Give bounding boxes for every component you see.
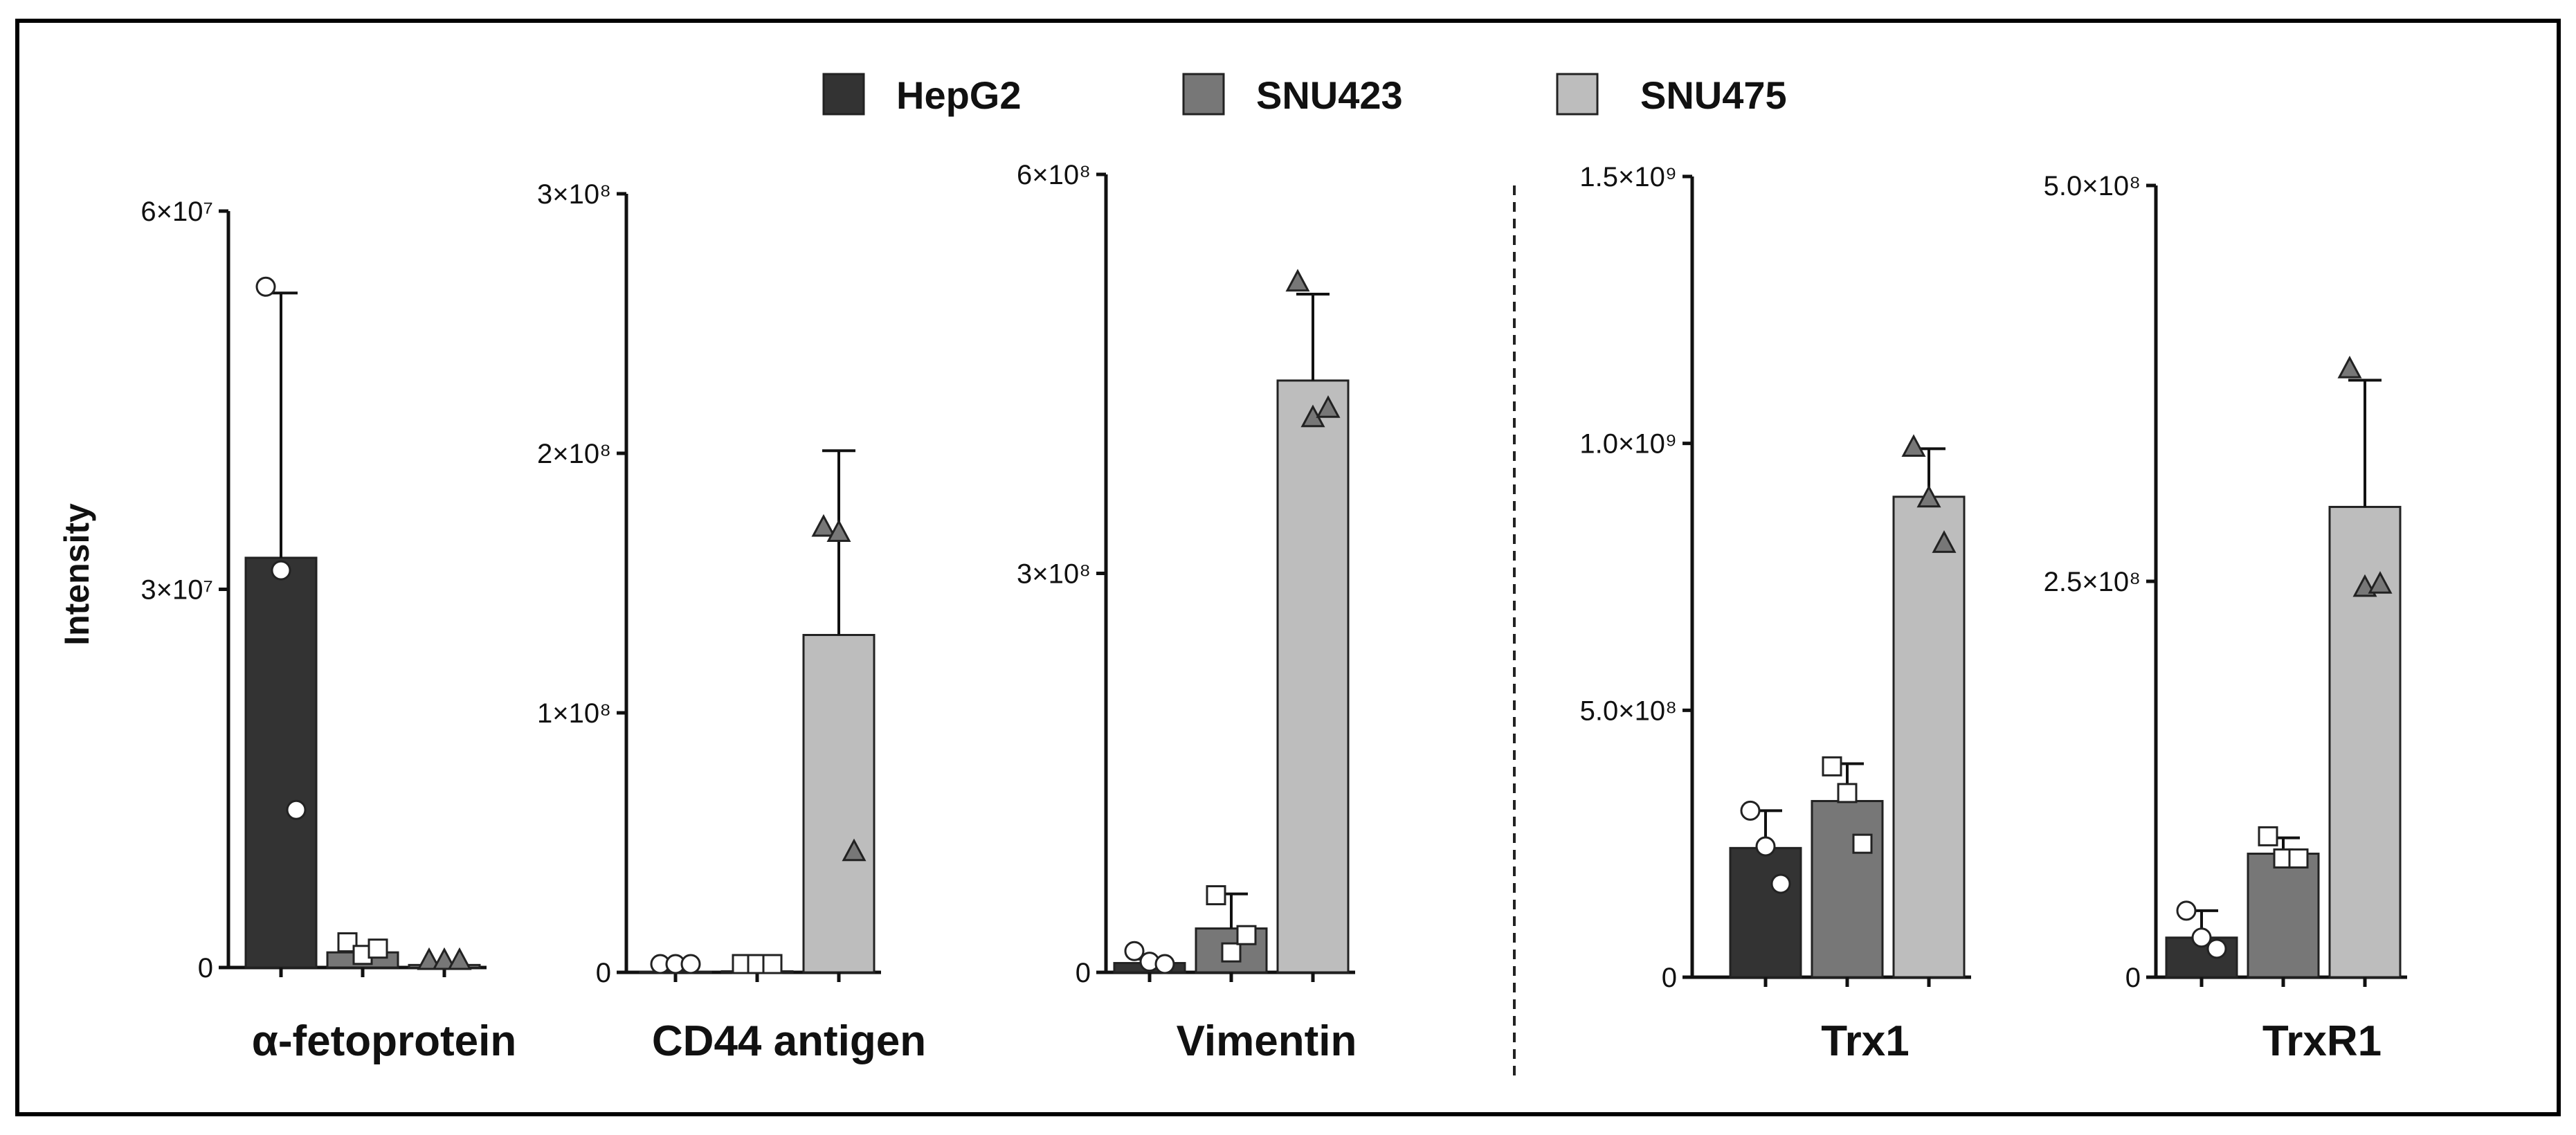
y-tick-label: 3×10⁸ <box>537 179 611 210</box>
data-point-snu423 <box>1206 885 1226 906</box>
data-point-hepg2 <box>2176 900 2197 921</box>
data-point-hepg2 <box>1770 873 1791 894</box>
data-point-snu423 <box>2288 848 2309 869</box>
legend-item-snu423: SNU423 <box>1182 73 1403 117</box>
legend: HepG2 SNU423 SNU475 <box>822 73 1787 117</box>
y-tick-label: 2.5×10⁸ <box>2044 567 2141 597</box>
bar-hepg2 <box>1729 846 1802 979</box>
y-tick-label: 6×10⁷ <box>140 197 213 227</box>
data-point-snu423 <box>1221 942 1242 963</box>
data-point-snu475 <box>1916 484 1941 508</box>
data-point-hepg2 <box>2206 938 2227 959</box>
data-point-hepg2 <box>1740 800 1761 821</box>
y-tick-label: 0 <box>1076 958 1091 988</box>
panel-title: Trx1 <box>1821 1017 1910 1065</box>
data-point-snu423 <box>1837 783 1858 803</box>
y-tick-label: 0 <box>198 953 213 983</box>
bar-snu423 <box>2247 853 2320 979</box>
data-point-hepg2 <box>286 799 307 820</box>
legend-label-hepg2: HepG2 <box>896 73 1022 117</box>
data-point-hepg2 <box>271 560 291 581</box>
panel-0: 0 3×10⁷ 6×10⁷ α-fetoprotein <box>140 197 516 1065</box>
panel-title: Vimentin <box>1177 1017 1357 1065</box>
data-point-hepg2 <box>680 954 701 974</box>
data-point-snu423 <box>1822 756 1842 777</box>
data-point-snu475 <box>447 947 472 970</box>
data-point-snu475 <box>1901 434 1926 457</box>
data-point-snu475 <box>2368 571 2393 594</box>
legend-label-snu475: SNU475 <box>1640 73 1787 117</box>
y-axis-label: Intensity <box>57 503 96 646</box>
data-point-snu423 <box>368 938 388 959</box>
chart-panels: 0 3×10⁷ 6×10⁷ α-fetoprotein 0 1×10⁸ 2×10⁸ 3×10⁸… <box>140 160 2407 1065</box>
bar-snu475 <box>802 634 876 974</box>
legend-swatch-snu423 <box>1182 73 1225 116</box>
data-point-hepg2 <box>2191 927 2212 948</box>
panel-1: 0 1×10⁸ 2×10⁸ 3×10⁸ CD44 antigen <box>537 179 926 1065</box>
y-tick-label: 1.0×10⁹ <box>1579 429 1677 460</box>
legend-item-hepg2: HepG2 <box>822 73 1022 117</box>
y-tick-label: 3×10⁸ <box>1017 559 1091 590</box>
y-tick-label: 1×10⁸ <box>537 698 611 729</box>
panel-title: CD44 antigen <box>652 1017 926 1065</box>
panel-4: 0 2.5×10⁸ 5.0×10⁸ TrxR1 <box>2044 171 2407 1065</box>
legend-swatch-snu475 <box>1556 73 1599 116</box>
panel-2: 0 3×10⁸ 6×10⁸ Vimentin <box>1017 160 1357 1065</box>
legend-label-snu423: SNU423 <box>1256 73 1403 117</box>
data-point-snu423 <box>1852 833 1873 854</box>
data-point-snu423 <box>1236 925 1257 945</box>
data-point-hepg2 <box>1154 954 1175 974</box>
y-tick-label: 0 <box>2125 963 2141 993</box>
data-point-snu475 <box>826 519 851 542</box>
legend-swatch-hepg2 <box>822 73 865 116</box>
bar-snu423 <box>1811 799 1884 979</box>
y-tick-label: 5.0×10⁸ <box>2044 171 2141 201</box>
bar-hepg2 <box>244 556 318 969</box>
y-tick-label: 5.0×10⁸ <box>1580 696 1677 726</box>
data-point-snu475 <box>842 838 867 862</box>
y-tick-label: 2×10⁸ <box>537 439 611 469</box>
y-tick-label: 0 <box>596 958 611 988</box>
y-tick-label: 0 <box>1662 963 1677 993</box>
panel-title: TrxR1 <box>2262 1017 2382 1065</box>
y-tick-label: 6×10⁸ <box>1017 160 1091 190</box>
legend-item-snu475: SNU475 <box>1556 73 1787 117</box>
panel-3: 0 5.0×10⁸ 1.0×10⁹ 1.5×10⁹ Trx1 <box>1579 162 1971 1065</box>
panel-title: α-fetoprotein <box>252 1017 517 1065</box>
data-point-snu475 <box>417 947 442 970</box>
data-point-snu475 <box>2337 355 2362 379</box>
bar-snu475 <box>1892 496 1966 979</box>
data-point-snu475 <box>1932 530 1957 553</box>
y-tick-label: 3×10⁷ <box>140 575 213 606</box>
y-tick-label: 1.5×10⁹ <box>1579 162 1677 192</box>
data-point-snu475 <box>811 514 836 537</box>
data-point-snu423 <box>762 954 783 974</box>
bar-snu475 <box>1276 379 1350 974</box>
data-point-hepg2 <box>1755 836 1776 857</box>
data-point-snu423 <box>2258 826 2278 846</box>
data-point-snu475 <box>1285 269 1310 292</box>
data-point-snu475 <box>1316 395 1341 418</box>
data-point-hepg2 <box>1124 941 1145 961</box>
data-point-hepg2 <box>255 276 276 297</box>
data-point-snu475 <box>432 947 457 970</box>
